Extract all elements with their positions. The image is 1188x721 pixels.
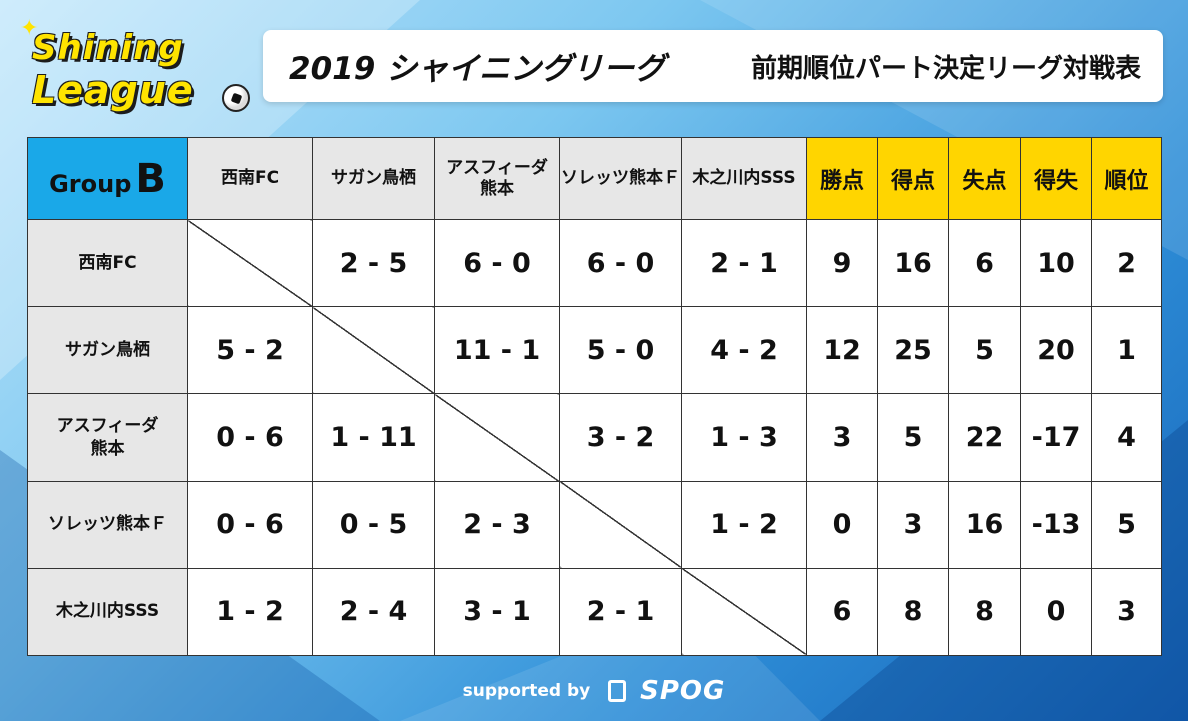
match-score: 2 - 4 — [312, 567, 435, 657]
goals-for-value: 5 — [877, 393, 949, 482]
match-score: 2 - 1 — [681, 219, 807, 308]
self-match-cell — [681, 567, 807, 657]
match-score: 2 - 3 — [434, 480, 560, 569]
goals-against-value: 16 — [948, 480, 1021, 569]
goals-against-value: 5 — [948, 306, 1021, 395]
row-team-name: サガン鳥栖 — [27, 306, 188, 395]
self-match-cell — [434, 393, 560, 482]
table-row: 木之川内SSS 1 - 2 2 - 4 3 - 1 2 - 1 6 8 8 0 … — [27, 567, 1162, 657]
goal-difference-value: 20 — [1020, 306, 1092, 395]
sponsor-brand: SPOG — [640, 676, 726, 706]
match-score: 1 - 11 — [312, 393, 435, 482]
points-value: 12 — [806, 306, 878, 395]
self-match-cell — [312, 306, 435, 395]
points-value: 3 — [806, 393, 878, 482]
goal-difference-value: -17 — [1020, 393, 1092, 482]
sparkle-star-icon: ✦ — [20, 16, 39, 41]
points-value: 0 — [806, 480, 878, 569]
match-score: 3 - 2 — [559, 393, 682, 482]
rank-value: 1 — [1091, 306, 1162, 395]
match-score: 6 - 0 — [434, 219, 560, 308]
page-subtitle: 前期順位パート決定リーグ対戦表 — [750, 54, 1141, 84]
goals-for-header: 得点 — [877, 136, 949, 221]
match-score: 1 - 3 — [681, 393, 807, 482]
goal-difference-value: 10 — [1020, 219, 1092, 308]
shining-league-logo: ✦ Shining League — [20, 16, 254, 122]
match-score: 5 - 2 — [187, 306, 313, 395]
match-score: 0 - 6 — [187, 393, 313, 482]
goals-for-value: 25 — [877, 306, 949, 395]
row-team-name: 木之川内SSS — [27, 567, 188, 657]
title-banner: 2019 シャイニングリーグ 前期順位パート決定リーグ対戦表 — [263, 30, 1163, 102]
sponsor-logo-icon — [608, 680, 627, 702]
match-score: 1 - 2 — [187, 567, 313, 657]
goals-for-value: 8 — [877, 567, 949, 657]
table-row: ソレッツ熊本Ｆ 0 - 6 0 - 5 2 - 3 1 - 2 0 3 16 -… — [27, 480, 1162, 569]
group-label: Group B — [27, 136, 188, 221]
match-score: 2 - 5 — [312, 219, 435, 308]
goals-for-value: 16 — [877, 219, 949, 308]
match-score: 4 - 2 — [681, 306, 807, 395]
team-header: 木之川内SSS — [681, 136, 807, 221]
goals-against-header: 失点 — [948, 136, 1021, 221]
team-header: ソレッツ熊本Ｆ — [559, 136, 682, 221]
row-team-name: アスフィーダ 熊本 — [27, 393, 188, 482]
supported-by-text: supported by — [462, 681, 591, 701]
league-results-table: Group B 西南FC サガン鳥栖 アスフィーダ 熊本 ソレッツ熊本Ｆ 木之川内… — [27, 136, 1162, 657]
match-score: 11 - 1 — [434, 306, 560, 395]
logo-line-1: Shining — [32, 28, 184, 68]
group-word: Group — [49, 169, 132, 198]
team-header: アスフィーダ 熊本 — [434, 136, 560, 221]
rank-value: 2 — [1091, 219, 1162, 308]
table-row: 西南FC 2 - 5 6 - 0 6 - 0 2 - 1 9 16 6 10 2 — [27, 219, 1162, 308]
goals-against-value: 8 — [948, 567, 1021, 657]
logo-line-2: League — [32, 68, 194, 112]
page-title: 2019 シャイニングリーグ — [289, 51, 666, 87]
rank-value: 4 — [1091, 393, 1162, 482]
table-row: サガン鳥栖 5 - 2 11 - 1 5 - 0 4 - 2 12 25 5 2… — [27, 306, 1162, 395]
match-score: 0 - 6 — [187, 480, 313, 569]
goal-difference-value: -13 — [1020, 480, 1092, 569]
sponsor-footer: supported by SPOG — [0, 676, 1188, 706]
match-score: 5 - 0 — [559, 306, 682, 395]
goal-difference-header: 得失 — [1020, 136, 1092, 221]
table-row: アスフィーダ 熊本 0 - 6 1 - 11 3 - 2 1 - 3 3 5 2… — [27, 393, 1162, 482]
rank-value: 5 — [1091, 480, 1162, 569]
team-header: サガン鳥栖 — [312, 136, 435, 221]
points-header: 勝点 — [806, 136, 878, 221]
match-score: 1 - 2 — [681, 480, 807, 569]
row-team-name: 西南FC — [27, 219, 188, 308]
match-score: 6 - 0 — [559, 219, 682, 308]
self-match-cell — [559, 480, 682, 569]
goal-difference-value: 0 — [1020, 567, 1092, 657]
team-header: 西南FC — [187, 136, 313, 221]
match-score: 2 - 1 — [559, 567, 682, 657]
points-value: 6 — [806, 567, 878, 657]
rank-header: 順位 — [1091, 136, 1162, 221]
rank-value: 3 — [1091, 567, 1162, 657]
points-value: 9 — [806, 219, 878, 308]
goals-against-value: 6 — [948, 219, 1021, 308]
group-letter: B — [135, 155, 166, 202]
self-match-cell — [187, 219, 313, 308]
match-score: 3 - 1 — [434, 567, 560, 657]
row-team-name: ソレッツ熊本Ｆ — [27, 480, 188, 569]
match-score: 0 - 5 — [312, 480, 435, 569]
soccer-ball-icon — [222, 84, 250, 112]
header-row: Group B 西南FC サガン鳥栖 アスフィーダ 熊本 ソレッツ熊本Ｆ 木之川内… — [27, 136, 1162, 221]
goals-against-value: 22 — [948, 393, 1021, 482]
goals-for-value: 3 — [877, 480, 949, 569]
